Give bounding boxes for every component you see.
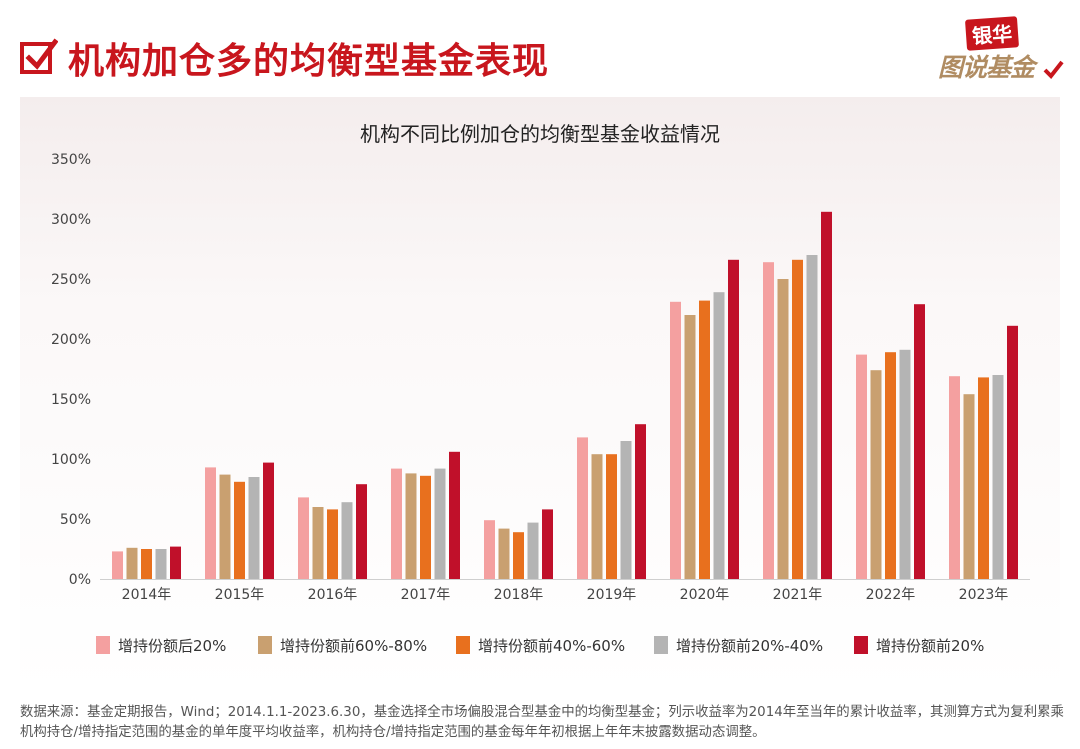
bar [620, 441, 632, 579]
legend-item: 增持份额前60%-80% [258, 633, 427, 657]
bar [777, 279, 789, 579]
chart-title: 机构不同比例加仓的均衡型基金收益情况 [360, 122, 720, 146]
bar [391, 468, 402, 579]
bar [263, 462, 274, 579]
legend-swatch [854, 636, 868, 654]
x-tick-label: 2019年 [587, 587, 637, 603]
bar [527, 522, 539, 579]
y-tick-label: 100% [51, 452, 91, 468]
legend-label: 增持份额前40%-60% [478, 636, 626, 655]
bar [234, 481, 245, 579]
legend-swatch [654, 636, 668, 654]
brand-logo-bottom: 图说基金 [938, 53, 1035, 82]
y-tick-label: 300% [51, 212, 91, 228]
bar [963, 394, 975, 579]
bar [170, 546, 181, 579]
x-tick-label: 2018年 [494, 587, 544, 603]
x-tick-label: 2023年 [959, 587, 1009, 603]
source-note: 数据来源：基金定期报告，Wind；2014.1.1-2023.6.30，基金选择… [20, 705, 1064, 740]
bar [434, 468, 446, 579]
y-tick-label: 150% [51, 392, 91, 408]
x-tick-label: 2022年 [866, 587, 916, 603]
brand-logo: 银华 图说基金 [930, 14, 1065, 86]
y-tick-label: 200% [51, 332, 91, 348]
bar [591, 454, 603, 579]
y-tick-label: 350% [51, 152, 91, 168]
checkbox-icon [20, 38, 58, 74]
bars [112, 211, 1018, 580]
page-title: 机构加仓多的均衡型基金表现 [68, 41, 550, 82]
bar [914, 304, 925, 579]
bar [1007, 325, 1018, 579]
bar [484, 520, 495, 579]
bar [821, 211, 832, 580]
bar [763, 262, 774, 579]
bar [699, 300, 710, 579]
bar [341, 502, 353, 579]
bar [205, 467, 216, 579]
bar [405, 473, 417, 579]
legend-item: 增持份额前20%-40% [654, 633, 823, 657]
legend-label: 增持份额前20%-40% [676, 636, 824, 655]
bar [978, 377, 989, 579]
x-tick-label: 2014年 [122, 587, 172, 603]
bar [792, 259, 803, 579]
bar [449, 451, 460, 579]
bar [806, 255, 818, 579]
legend-swatch [258, 636, 272, 654]
bar [856, 354, 867, 579]
bar [606, 454, 617, 579]
bar [327, 509, 338, 579]
y-tick-label: 0% [69, 572, 91, 588]
bar [219, 474, 231, 579]
legend-item: 增持份额后20% [96, 633, 226, 657]
bar [949, 376, 960, 579]
y-axis: 0% 50% 100% 150% 200% 250% 300% 350% [51, 152, 91, 588]
bar [420, 475, 431, 579]
brand-check-icon [1043, 60, 1064, 80]
y-tick-label: 250% [51, 272, 91, 288]
x-tick-label: 2021年 [773, 587, 823, 603]
bar [885, 352, 896, 579]
bar [992, 375, 1004, 579]
bar [248, 477, 260, 579]
bar [155, 549, 167, 579]
bar [312, 507, 324, 579]
bar [126, 547, 138, 579]
bar [542, 509, 553, 579]
x-tick-label: 2020年 [680, 587, 730, 603]
bar [141, 549, 152, 579]
legend-label: 增持份额前60%-80% [280, 636, 428, 655]
bar [298, 497, 309, 579]
bar [112, 551, 123, 579]
legend-label: 增持份额后20% [118, 636, 227, 655]
legend-swatch [96, 636, 110, 654]
bar [356, 484, 367, 579]
legend-item: 增持份额前20% [854, 633, 984, 657]
bar [899, 349, 911, 579]
bar [513, 532, 524, 579]
legend-item: 增持份额前40%-60% [456, 633, 625, 657]
x-tick-label: 2015年 [215, 587, 265, 603]
bar [870, 370, 882, 579]
x-tick-label: 2017年 [401, 587, 451, 603]
bar-chart: 机构不同比例加仓的均衡型基金收益情况 0% 50% 100% 150% 200% 250%… [51, 122, 1030, 603]
header: 机构加仓多的均衡型基金表现 银华 图说基金 [0, 0, 1080, 95]
bar [670, 301, 681, 579]
bar [635, 424, 646, 579]
x-axis: 2014年 2015年 2016年 2017年 2018年 2019年 2020年 2021年… [100, 579, 1030, 603]
bar [684, 315, 696, 579]
y-tick-label: 50% [60, 512, 91, 528]
bar [728, 259, 739, 579]
bar [577, 437, 588, 579]
x-tick-label: 2016年 [308, 587, 358, 603]
bar [713, 292, 725, 579]
legend-label: 增持份额前20% [876, 636, 985, 655]
bar [498, 528, 510, 579]
legend-swatch [456, 636, 470, 654]
